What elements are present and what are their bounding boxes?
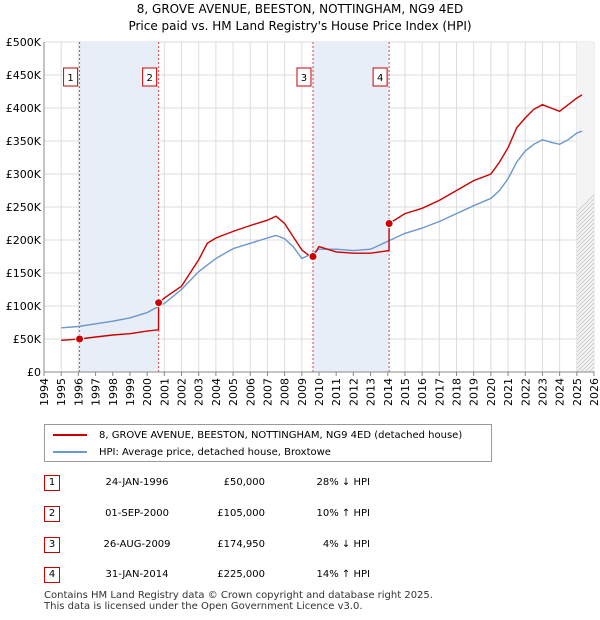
hatch-line: [576, 310, 594, 329]
transaction-date: 26-AUG-2009: [103, 539, 171, 550]
x-tick-label: 2019: [468, 378, 481, 406]
x-tick-label: 2025: [571, 378, 584, 406]
legend-item-property: 8, GROVE AVENUE, BEESTON, NOTTINGHAM, NG…: [53, 427, 462, 443]
x-tick-label: 2022: [519, 378, 532, 406]
x-tick-label: 2021: [502, 378, 515, 406]
transaction-row: 4 31-JAN-2014 £225,000 14% ↑ HPI: [0, 567, 600, 587]
hpi-line: [61, 130, 583, 329]
x-tick-label: 2013: [365, 378, 378, 406]
footer-copyright: Contains HM Land Registry data © Crown c…: [44, 590, 433, 601]
legend-label-hpi: HPI: Average price, detached house, Brox…: [99, 446, 331, 458]
transaction-number: 1: [44, 475, 60, 491]
x-tick-label: 2003: [193, 378, 206, 406]
transaction-price: £105,000: [217, 508, 265, 519]
transaction-price: £174,950: [217, 539, 265, 550]
hatch-line: [576, 206, 594, 225]
transaction-row: 2 01-SEP-2000 £105,000 10% ↑ HPI: [0, 506, 600, 526]
transaction-date: 31-JAN-2014: [105, 569, 169, 580]
sale-label-box: [63, 67, 79, 87]
legend-swatch-property: [53, 434, 87, 436]
x-tick-label: 2005: [227, 378, 240, 406]
x-tick-label: 2001: [158, 378, 171, 406]
chart-title: 8, GROVE AVENUE, BEESTON, NOTTINGHAM, NG…: [136, 2, 464, 16]
x-tick-label: 1999: [124, 378, 137, 406]
price-chart: 1 2 3 4 1994 1995 1996 1997 1998 1999 2000 2001 200…: [6, 36, 600, 406]
transaction-hpi-relation: 4% ↓ HPI: [322, 539, 370, 550]
transaction-number: 2: [44, 506, 60, 522]
transaction-hpi-relation: 28% ↓ HPI: [316, 477, 370, 488]
transaction-hpi-relation: 14% ↑ HPI: [316, 569, 370, 580]
hatch-line: [576, 194, 594, 213]
x-tick-label: 2004: [210, 378, 223, 406]
x-tick-label: 2018: [451, 378, 464, 406]
sale-label-box: [296, 67, 312, 87]
sale-label-box: [372, 67, 388, 87]
shaded-period: [312, 42, 390, 372]
sale-point: [75, 334, 85, 344]
x-tick-label: 2000: [141, 378, 154, 406]
legend-label-property: 8, GROVE AVENUE, BEESTON, NOTTINGHAM, NG…: [99, 429, 463, 441]
y-tick-label: £250K: [6, 201, 42, 214]
x-tick-label: 1998: [107, 378, 120, 406]
x-tick-label: 2015: [399, 378, 412, 406]
x-tick-label: 2008: [279, 378, 292, 406]
sale-label: 4: [377, 73, 383, 84]
y-tick-label: £400K: [6, 102, 42, 115]
y-tick-label: £500K: [6, 36, 42, 49]
x-tick-label: 1996: [72, 378, 85, 406]
shaded-period: [79, 42, 159, 372]
x-tick-label: 2012: [347, 378, 360, 406]
y-tick-label: £200K: [6, 234, 42, 247]
x-tick-label: 2006: [244, 378, 257, 406]
sale-label-box: [142, 67, 158, 87]
x-tick-label: 2011: [330, 378, 343, 406]
x-tick-label: 2009: [296, 378, 309, 406]
sale-label: 1: [67, 73, 73, 84]
sale-point: [154, 298, 164, 308]
x-tick-label: 1995: [55, 378, 68, 406]
hatch-line: [576, 314, 594, 333]
x-tick-label: 2026: [588, 378, 600, 406]
sale-label: 2: [146, 73, 152, 84]
hatch-line: [576, 202, 594, 221]
x-tick-label: 2007: [261, 378, 274, 406]
hatch-line: [576, 302, 594, 321]
transaction-row: 1 24-JAN-1996 £50,000 28% ↓ HPI: [0, 475, 600, 495]
transaction-date: 01-SEP-2000: [105, 508, 169, 519]
chart-legend: 8, GROVE AVENUE, BEESTON, NOTTINGHAM, NG…: [44, 424, 492, 462]
transaction-price: £50,000: [223, 477, 265, 488]
x-tick-label: 1994: [38, 378, 51, 406]
transaction-row: 3 26-AUG-2009 £174,950 4% ↓ HPI: [0, 537, 600, 557]
footer-licence: This data is licensed under the Open Gov…: [44, 601, 363, 612]
sale-point: [308, 252, 318, 262]
x-tick-label: 2010: [313, 378, 326, 406]
y-tick-label: £0: [27, 366, 41, 379]
x-tick-label: 2023: [536, 378, 549, 406]
x-tick-label: 2024: [554, 378, 567, 406]
transaction-price: £225,000: [217, 569, 265, 580]
x-tick-label: 2017: [433, 378, 446, 406]
x-tick-label: 2020: [485, 378, 498, 406]
hatch-line: [576, 306, 594, 325]
y-tick-label: £150K: [6, 267, 42, 280]
transaction-hpi-relation: 10% ↑ HPI: [316, 508, 370, 519]
sale-label: 3: [301, 73, 307, 84]
hatch-line: [576, 198, 594, 217]
transaction-number: 4: [44, 567, 60, 583]
x-tick-label: 2014: [382, 378, 395, 406]
transaction-date: 24-JAN-1996: [105, 477, 169, 488]
y-tick-label: £450K: [6, 69, 42, 82]
transaction-number: 3: [44, 537, 60, 553]
x-tick-label: 2016: [416, 378, 429, 406]
sale-point: [384, 219, 394, 228]
x-tick-label: 1997: [90, 378, 103, 406]
y-tick-label: £300K: [6, 168, 42, 181]
y-tick-label: £50K: [13, 333, 42, 346]
y-tick-label: £350K: [6, 135, 42, 148]
y-tick-label: £100K: [6, 300, 42, 313]
legend-item-hpi: HPI: Average price, detached house, Brox…: [53, 444, 331, 460]
legend-swatch-hpi: [53, 451, 87, 453]
x-tick-label: 2002: [176, 378, 189, 406]
chart-subtitle: Price paid vs. HM Land Registry's House …: [128, 19, 472, 33]
